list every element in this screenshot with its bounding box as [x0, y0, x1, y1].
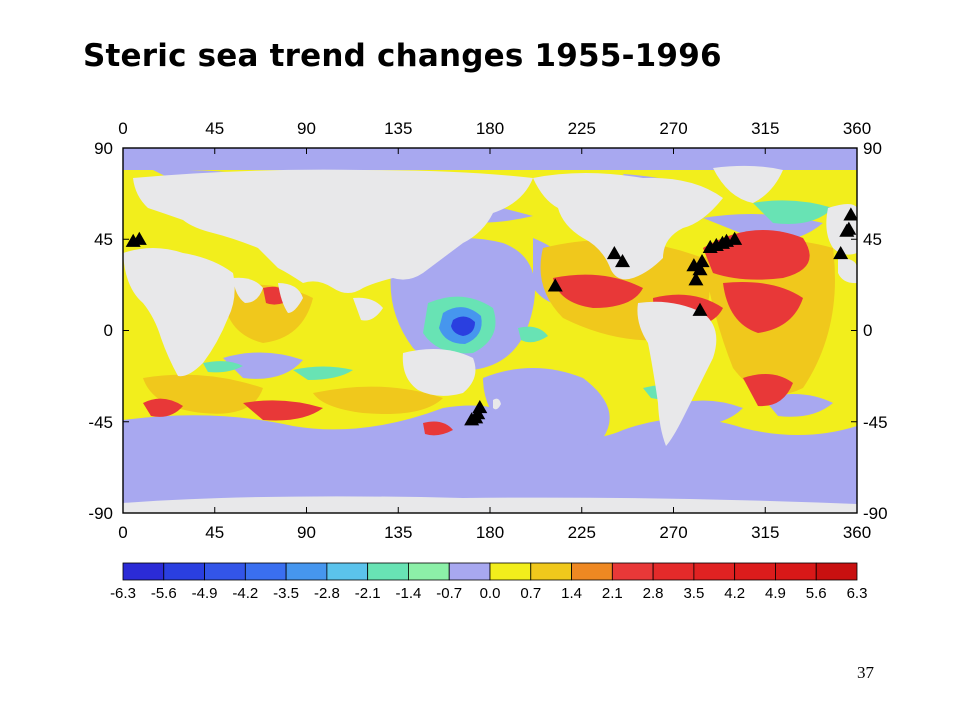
colorbar-tick-label: 4.2 [724, 585, 745, 602]
colorbar-tick-label: 2.1 [602, 585, 623, 602]
left-lat-label: 45 [94, 230, 113, 249]
colorbar-tick-label: 6.3 [847, 585, 868, 602]
colorbar-segment [815, 562, 858, 581]
observation-site-marker [692, 262, 708, 276]
left-lat-label: 0 [104, 321, 113, 340]
bottom-lon-label: 90 [297, 523, 316, 542]
colorbar-segment [122, 562, 165, 581]
axis-ticks [122, 147, 858, 514]
colorbar-segment [693, 562, 736, 581]
colorbar-segment [204, 562, 246, 581]
observation-site-marker [547, 278, 563, 292]
observation-site-marker [841, 221, 857, 235]
observation-site-marker [843, 207, 857, 221]
top-lon-label: 135 [384, 119, 412, 138]
bottom-lon-label: 135 [384, 523, 412, 542]
slide-title: Steric sea trend changes 1955-1996 [83, 38, 722, 74]
right-lat-label: 0 [863, 321, 872, 340]
observation-site-marker [606, 245, 622, 260]
top-lon-label: 315 [751, 119, 779, 138]
map-svg: 0 45 90 135 180 225 270 315 360 0 45 90 … [63, 108, 897, 623]
colorbar-segment [652, 562, 695, 581]
colorbar: -6.3 -5.6 -4.9 -4.2 -3.5 -2.8 -2.1 -1.4 -0.7 0.0 0… [110, 562, 868, 602]
bottom-lon-label: 45 [205, 523, 224, 542]
colorbar-segment [285, 562, 328, 581]
observation-site-marker [131, 231, 147, 245]
right-lat-label: 45 [863, 230, 882, 249]
colorbar-tick-label: -4.2 [232, 585, 258, 602]
bottom-lon-label: 180 [476, 523, 504, 542]
top-lon-label: 270 [659, 119, 687, 138]
colorbar-tick-label: 4.9 [765, 585, 786, 602]
colorbar-segment [408, 562, 450, 581]
strong-cooling-regions [439, 307, 482, 344]
colorbar-segment [367, 562, 409, 581]
observation-site-marker [615, 254, 631, 268]
right-latitude-axis: 90 45 0 -45 -90 [863, 139, 888, 523]
left-lat-label: -90 [88, 504, 113, 523]
left-lat-label: -45 [88, 413, 113, 432]
page-number: 37 [857, 663, 874, 682]
bottom-lon-label: 0 [118, 523, 127, 542]
colorbar-segment [489, 562, 532, 581]
observation-site-marker [692, 302, 708, 316]
top-lon-label: 90 [297, 119, 316, 138]
colorbar-segment [734, 562, 776, 581]
right-lat-label: -45 [863, 413, 888, 432]
colorbar-tick-label: -5.6 [151, 585, 177, 602]
colorbar-tick-label: -3.5 [273, 585, 299, 602]
colorbar-tick-label: -1.4 [396, 585, 422, 602]
top-longitude-axis: 0 45 90 135 180 225 270 315 360 [118, 119, 871, 138]
colorbar-tick-label: -2.1 [355, 585, 381, 602]
colorbar-segment [571, 562, 613, 581]
top-lon-label: 225 [568, 119, 596, 138]
steric-trend-map-figure: 0 45 90 135 180 225 270 315 360 0 45 90 … [63, 108, 897, 623]
bottom-lon-label: 270 [659, 523, 687, 542]
colorbar-segment [244, 562, 287, 581]
colorbar-segment [611, 562, 654, 581]
colorbar-tick-label: -4.9 [192, 585, 218, 602]
observation-sites [125, 207, 857, 426]
colorbar-tick-label: -6.3 [110, 585, 136, 602]
colorbar-tick-label: -2.8 [314, 585, 340, 602]
right-lat-label: -90 [863, 504, 888, 523]
colorbar-tick-label: 5.6 [806, 585, 827, 602]
top-lon-label: 360 [843, 119, 871, 138]
colorbar-segment [448, 562, 491, 581]
observation-site-marker [468, 410, 484, 424]
colorbar-tick-label: 2.8 [643, 585, 664, 602]
colorbar-tick-label: -0.7 [436, 585, 462, 602]
top-lon-label: 180 [476, 119, 504, 138]
right-lat-label: 90 [863, 139, 882, 158]
bottom-lon-label: 315 [751, 523, 779, 542]
top-lon-label: 0 [118, 119, 127, 138]
map-panel [123, 148, 857, 513]
observation-site-marker [694, 254, 710, 268]
colorbar-tick-label: 0.0 [480, 585, 501, 602]
bottom-lon-label: 360 [843, 523, 871, 542]
colorbar-tick-label: 1.4 [561, 585, 582, 602]
bottom-lon-label: 225 [568, 523, 596, 542]
colorbar-segment [775, 562, 817, 581]
colorbar-tick-label: 3.5 [683, 585, 704, 602]
colorbar-segment [163, 562, 205, 581]
colorbar-segment [326, 562, 369, 581]
left-lat-label: 90 [94, 139, 113, 158]
observation-site-marker [719, 233, 735, 247]
observation-site-marker [833, 245, 849, 260]
left-latitude-axis: 90 45 0 -45 -90 [88, 139, 113, 523]
colorbar-tick-label: 0.7 [520, 585, 541, 602]
colorbar-segment [530, 562, 572, 581]
bottom-longitude-axis: 0 45 90 135 180 225 270 315 360 [118, 523, 871, 542]
observation-site-marker [688, 272, 704, 286]
top-lon-label: 45 [205, 119, 224, 138]
